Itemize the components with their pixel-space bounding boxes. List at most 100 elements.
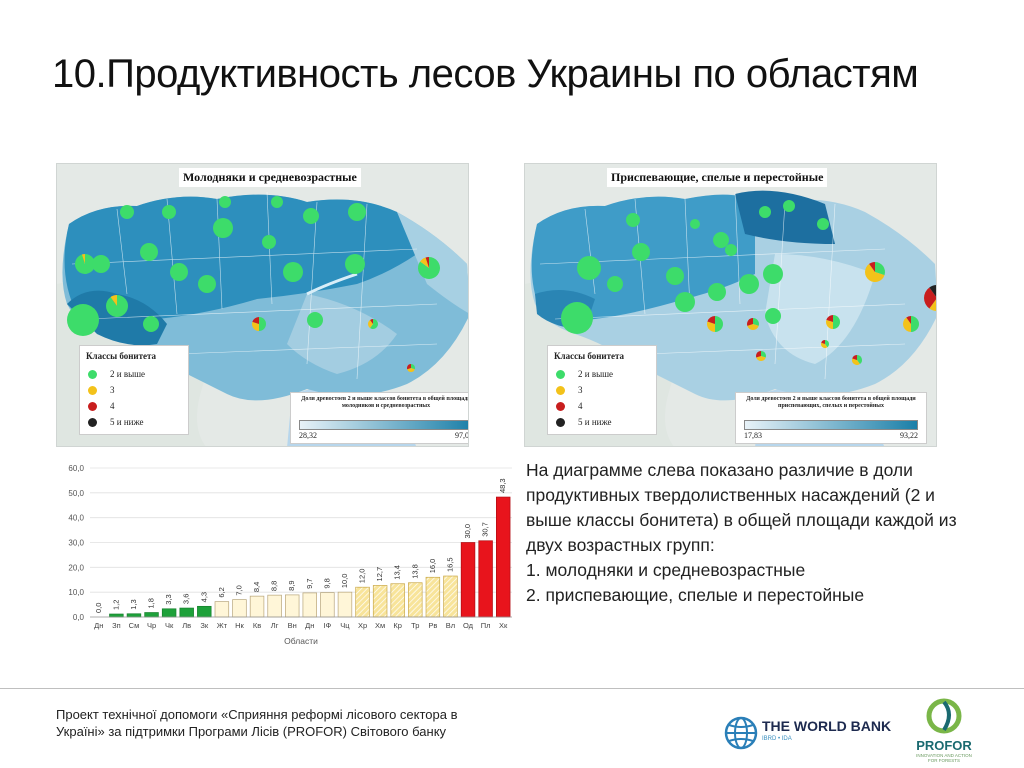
data-label: 8,9 (287, 580, 296, 590)
region-pie (120, 205, 134, 219)
region-pie (626, 213, 640, 227)
region-pie (826, 315, 840, 329)
x-tick-label: Хр (358, 621, 367, 630)
data-label: 13,8 (410, 564, 419, 579)
y-tick-label: 10,0 (68, 588, 84, 597)
legend-item: 4 (556, 400, 656, 414)
region-pie (92, 255, 110, 273)
data-label: 30,7 (481, 522, 490, 537)
data-label: 8,8 (270, 581, 279, 591)
x-tick-label: См (129, 621, 140, 630)
region-pie (407, 364, 415, 372)
data-label: 30,0 (463, 524, 472, 539)
profor-sub: INNOVATION AND ACTION FOR FORESTS (916, 753, 972, 763)
region-pie (252, 317, 266, 331)
region-pie (924, 285, 936, 311)
profor-logo: PROFOR INNOVATION AND ACTION FOR FORESTS (914, 696, 984, 766)
map-right-title: Приспевающие, спелые и перестойные (607, 168, 828, 187)
region-pie (262, 235, 276, 249)
data-label: 3,6 (182, 594, 191, 604)
data-label: 16,0 (428, 559, 437, 574)
y-tick-label: 60,0 (68, 464, 84, 473)
bar (179, 607, 194, 618)
page-title: 10.Продуктивность лесов Украины по облас… (52, 52, 919, 96)
x-tick-label: Рв (428, 621, 437, 630)
data-label: 6,2 (217, 587, 226, 597)
map-young-forests: Молодняки и средневозрастные Классы бони… (56, 163, 469, 447)
scale-min: 28,32 (299, 431, 317, 440)
world-bank-sub: IBRD • IDA (762, 736, 792, 742)
bar (496, 496, 511, 618)
region-pie (739, 274, 759, 294)
x-tick-label: Вл (446, 621, 455, 630)
region-pie (271, 196, 283, 208)
bar (337, 591, 353, 618)
region-pie (283, 262, 303, 282)
region-pie (162, 205, 176, 219)
bar (109, 613, 124, 618)
explanation-paragraph: На диаграмме слева показано различие в д… (526, 460, 957, 555)
color-scale-left: Доля древостоев 2 и выше классов бонитет… (290, 392, 468, 444)
region-pie (632, 243, 650, 261)
data-label: 1,3 (129, 599, 138, 609)
scale-max: 93,22 (900, 431, 918, 440)
region-pie (219, 196, 231, 208)
region-pie (67, 304, 99, 336)
region-pie (307, 312, 323, 328)
region-pie (708, 283, 726, 301)
x-tick-label: Вн (288, 621, 297, 630)
x-tick-label: Жт (217, 621, 228, 630)
legend-item: 4 (88, 400, 188, 414)
region-pie (675, 292, 695, 312)
x-tick-label: Зк (200, 621, 209, 630)
x-tick-label: Кр (393, 621, 402, 630)
region-pie (75, 254, 95, 274)
explanation-text: На диаграмме слева показано различие в д… (526, 458, 966, 608)
region-pie (747, 318, 759, 330)
x-tick-label: ІФ (323, 621, 331, 630)
region-pie (763, 264, 783, 284)
explanation-item-1: 1. молодняки и средневозрастные (526, 560, 806, 580)
bar (214, 601, 230, 618)
x-tick-label: Од (463, 621, 474, 630)
y-tick-label: 0,0 (73, 613, 85, 622)
legend-item: 5 и ниже (88, 416, 188, 430)
data-label: 0,0 (94, 603, 103, 613)
bar (425, 576, 441, 618)
data-label: 12,7 (375, 567, 384, 582)
data-label: 10,0 (340, 574, 349, 589)
data-label: 4,3 (199, 592, 208, 602)
data-label: 3,3 (164, 594, 173, 604)
legend-left: Классы бонитета 2 и выше 3 4 5 и ниже (79, 345, 189, 435)
bar (144, 612, 159, 618)
x-tick-label: Дн (305, 621, 314, 630)
bar-chart: 0,0 10,0 20,0 30,0 40,0 50,0 60,0 0,0 Дн 1,2 Зп 1,3… (68, 464, 512, 646)
region-pie (707, 316, 723, 332)
map-mature-forests: Приспевающие, спелые и перестойные Класс… (524, 163, 937, 447)
bar (285, 594, 300, 618)
x-tick-label: Зп (112, 621, 121, 630)
region-pie (725, 244, 737, 256)
data-label: 7,0 (234, 585, 243, 595)
bar (161, 608, 177, 618)
legend-item: 2 и выше (556, 368, 656, 382)
region-pie (690, 219, 700, 229)
bar (302, 592, 317, 618)
x-tick-label: Хк (499, 621, 508, 630)
bar (408, 582, 423, 618)
legend-right: Классы бонитета 2 и выше 3 4 5 и ниже (547, 345, 657, 435)
y-tick-label: 50,0 (68, 489, 84, 498)
profor-leaf-icon (926, 698, 962, 734)
x-tick-label: Тр (411, 621, 419, 630)
bar (232, 599, 247, 618)
bar (355, 586, 370, 618)
region-pie (561, 302, 593, 334)
scale-bar (744, 420, 918, 430)
profor-name: PROFOR (916, 738, 972, 753)
region-pie (817, 218, 829, 230)
legend-item: 3 (88, 384, 188, 398)
region-pie (345, 254, 365, 274)
bar (267, 594, 282, 618)
region-pie (367, 319, 378, 329)
region-pie (713, 232, 729, 248)
